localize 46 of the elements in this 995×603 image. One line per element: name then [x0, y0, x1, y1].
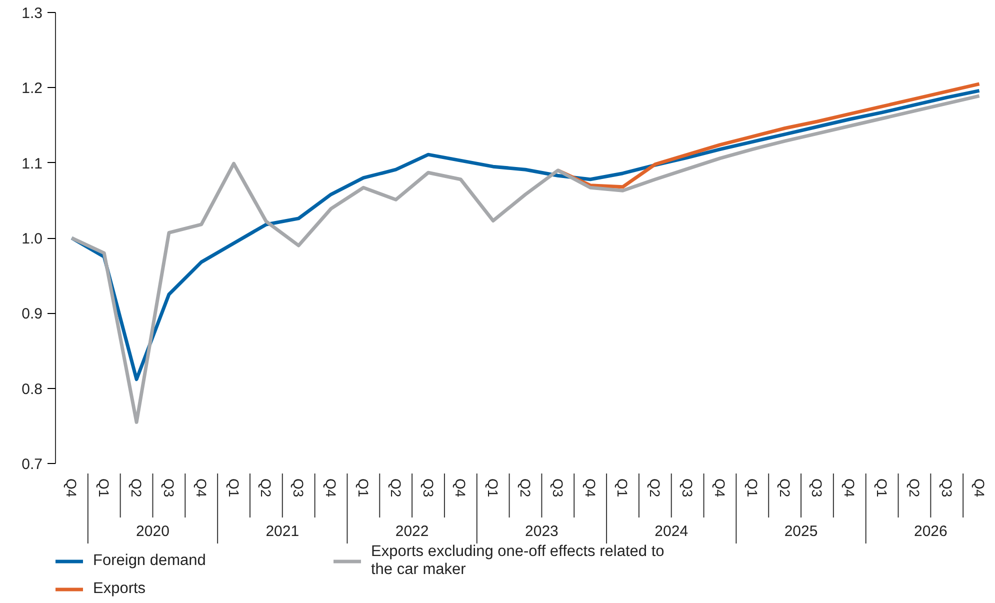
y-tick-label: 0.9	[22, 306, 43, 323]
legend-label: Foreign demand	[93, 551, 207, 571]
x-tick-label: Q4	[712, 478, 728, 498]
x-tick-label: Q3	[938, 478, 955, 498]
y-tick-label: 0.7	[22, 456, 43, 473]
x-tick-label: Q2	[388, 478, 404, 498]
x-tick-label: Q2	[776, 478, 793, 498]
x-tick-label: Q1	[874, 478, 890, 498]
text: 2021	[266, 523, 300, 540]
legend-label: Exports excluding one-off effects related to the car maker	[371, 543, 664, 579]
text: 2025	[784, 523, 818, 540]
legend-label: Exports	[93, 579, 147, 599]
x-tick-label: Q4	[323, 478, 340, 498]
x-tick-label: Q4	[193, 478, 210, 498]
x-tick-label: Q1	[614, 478, 631, 498]
text: 2024	[654, 523, 688, 540]
text: 2023	[525, 523, 558, 540]
x-tick-label: Q4	[582, 478, 598, 498]
x-tick-label: Q4	[64, 478, 80, 498]
x-tick-label: Q2	[258, 478, 274, 498]
x-tick-label: Q4	[842, 478, 858, 498]
x-tick-label: Q3	[420, 478, 436, 498]
x-tick-label: Q1	[226, 478, 242, 498]
text: 2020	[136, 523, 170, 540]
x-tick-label: Q3	[160, 478, 177, 498]
x-tick-label: Q1	[96, 478, 112, 498]
x-tick-label: Q2	[647, 478, 664, 498]
x-tick-label: Q4	[452, 478, 469, 498]
x-tick-label: Q3	[809, 478, 826, 498]
y-tick-label: 1.0	[22, 230, 43, 248]
x-tick-label: Q2	[128, 478, 145, 498]
x-tick-label: Q2	[518, 478, 534, 498]
x-tick-label: Q3	[290, 478, 307, 498]
x-tick-label: Q3	[550, 478, 566, 498]
y-tick-label: 1.3	[22, 5, 43, 22]
y-tick-label: 1.1	[22, 155, 43, 172]
x-tick-label: Q1	[485, 478, 502, 498]
text: 2022	[395, 523, 429, 540]
y-tick-label: 1.2	[22, 80, 43, 98]
y-tick-label: 0.8	[22, 380, 43, 398]
x-tick-label: Q4	[971, 478, 988, 498]
x-tick-label: Q2	[906, 478, 922, 498]
x-tick-label: Q3	[680, 478, 696, 498]
text: 2026	[914, 523, 948, 540]
x-tick-label: Q1	[355, 478, 372, 498]
x-tick-label: Q1	[744, 478, 760, 498]
